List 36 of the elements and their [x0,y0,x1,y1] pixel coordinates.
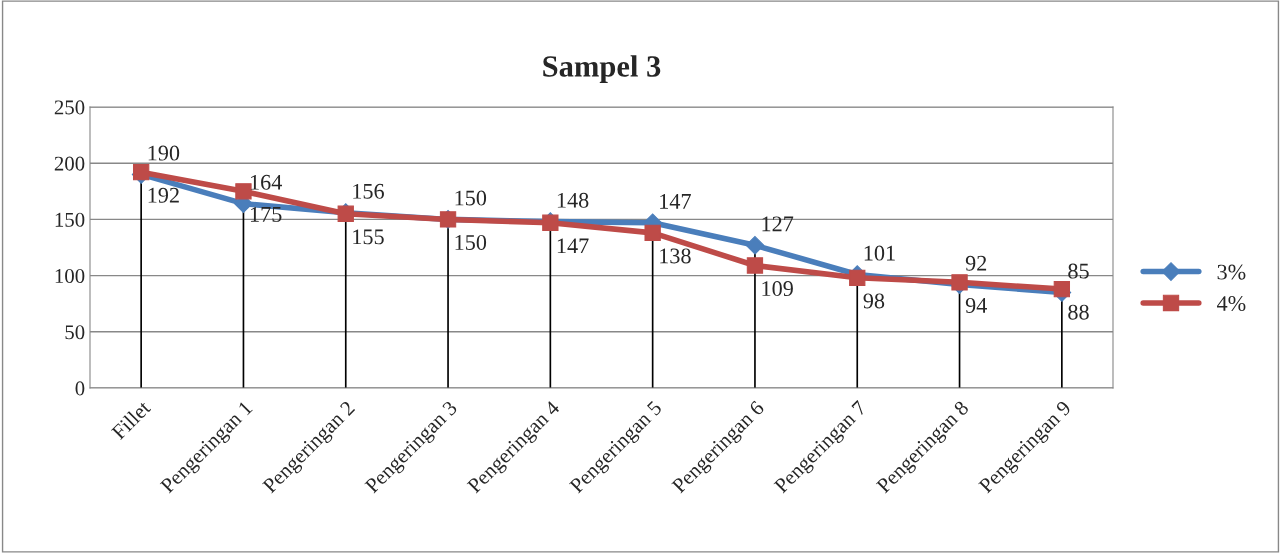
data-label: 155 [353,229,384,245]
data-label: 147 [660,194,691,209]
data-label: 85 [1068,263,1089,279]
data-label: 148 [557,192,589,208]
point [849,269,866,287]
data-label: 92 [965,255,987,271]
data-label: 109 [762,281,793,297]
data-label: 150 [455,190,487,206]
y-tick-label: 0 [75,381,85,396]
y-tick-label: 50 [65,325,85,340]
data-label: 147 [557,238,589,254]
y-tick-label: 250 [54,100,85,115]
data-label: 98 [863,293,885,309]
point [951,274,968,291]
data-label: 190 [148,145,180,161]
data-label: 127 [762,216,794,232]
data-label: 192 [148,187,179,203]
point [746,257,764,274]
data-label: 150 [455,234,487,250]
point [644,224,661,242]
data-label: 94 [965,297,987,313]
data-label: 175 [250,206,282,222]
legend-label: 3% [1217,264,1246,280]
data-label: 138 [660,248,691,264]
point [1053,280,1071,298]
data-label: 156 [353,183,384,199]
data-label: 101 [864,245,895,261]
y-tick-label: 150 [55,212,85,227]
point [745,235,765,255]
data-label: 164 [250,174,282,190]
data-label: 88 [1068,304,1089,320]
y-tick-label: 100 [55,268,85,284]
chart-title: Sampel 3 [543,55,661,83]
y-tick-label: 200 [54,156,85,171]
point [235,183,252,200]
legend-label: 4% [1217,295,1246,312]
